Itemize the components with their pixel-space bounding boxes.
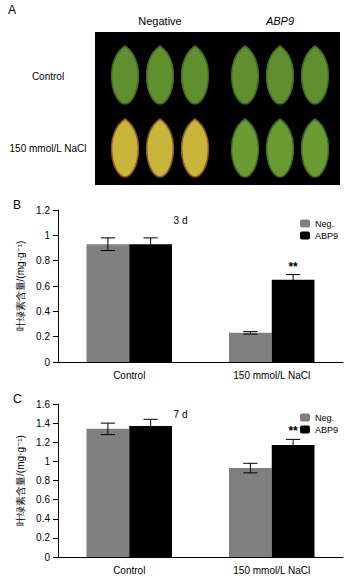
svg-text:**: ** [288,260,298,274]
svg-text:Control: Control [113,565,145,576]
svg-text:0.6: 0.6 [36,281,50,292]
svg-text:0.4: 0.4 [36,306,50,317]
svg-text:1.2: 1.2 [36,437,50,448]
svg-text:0.8: 0.8 [36,475,50,486]
svg-text:ABP9: ABP9 [265,15,294,27]
svg-text:0.2: 0.2 [36,331,50,342]
svg-text:Control: Control [113,370,145,381]
svg-text:150 mmol/L NaCl: 150 mmol/L NaCl [233,565,310,576]
svg-text:0: 0 [44,552,50,563]
svg-text:Neg.: Neg. [315,413,334,423]
svg-text:7 d: 7 d [174,409,188,420]
svg-text:1.2: 1.2 [36,205,50,216]
svg-text:**: ** [288,424,298,438]
svg-text:1: 1 [44,230,50,241]
svg-text:1.6: 1.6 [36,399,50,410]
svg-text:Control: Control [32,71,64,82]
svg-text:150 mmol/L NaCl: 150 mmol/L NaCl [10,143,87,154]
svg-text:C: C [13,392,22,406]
svg-text:0.8: 0.8 [36,255,50,266]
svg-text:Negative: Negative [138,15,181,27]
svg-text:0.4: 0.4 [36,513,50,524]
svg-text:B: B [13,198,21,212]
svg-text:3 d: 3 d [174,215,188,226]
svg-text:0.6: 0.6 [36,494,50,505]
svg-text:150 mmol/L NaCl: 150 mmol/L NaCl [233,370,310,381]
svg-text:叶绿素含量/(mg·g⁻¹): 叶绿素含量/(mg·g⁻¹) [15,435,26,526]
svg-text:A: A [8,3,16,17]
svg-text:1: 1 [44,456,50,467]
svg-text:ABP9: ABP9 [315,231,338,241]
svg-text:1.4: 1.4 [36,418,50,429]
svg-text:叶绿素含量/(mg·g⁻¹): 叶绿素含量/(mg·g⁻¹) [15,241,26,332]
svg-text:0: 0 [44,357,50,368]
svg-text:Neg.: Neg. [315,219,334,229]
svg-text:0.2: 0.2 [36,532,50,543]
svg-text:ABP9: ABP9 [315,425,338,435]
